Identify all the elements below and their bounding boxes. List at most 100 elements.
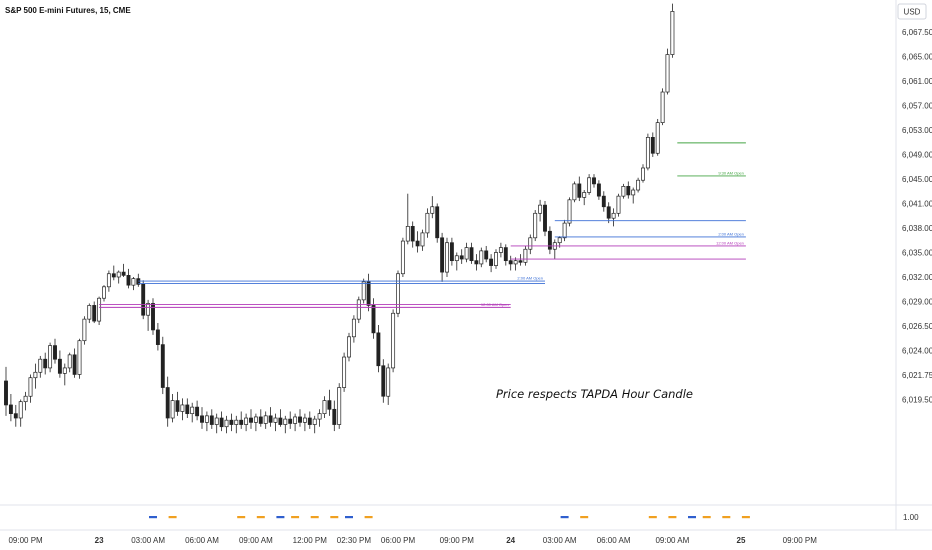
candle[interactable] [8, 394, 13, 422]
candle[interactable] [327, 389, 332, 416]
candle[interactable] [200, 407, 204, 429]
candle[interactable] [268, 407, 273, 427]
candle[interactable] [572, 181, 577, 203]
candle[interactable] [606, 202, 611, 224]
candle[interactable] [18, 399, 23, 427]
candle[interactable] [547, 226, 552, 255]
candle[interactable] [665, 48, 670, 95]
candle[interactable] [298, 409, 302, 427]
candle[interactable] [376, 325, 381, 373]
candle[interactable] [356, 296, 361, 324]
candle[interactable] [641, 164, 645, 183]
candle[interactable] [57, 350, 62, 378]
candle[interactable] [650, 132, 655, 157]
candle[interactable] [258, 409, 263, 427]
candle[interactable] [391, 309, 396, 373]
candle[interactable] [631, 187, 636, 204]
candle[interactable] [474, 254, 479, 271]
candle[interactable] [592, 174, 596, 188]
candle[interactable] [655, 118, 660, 156]
candle[interactable] [562, 219, 567, 242]
candle[interactable] [371, 298, 376, 339]
candle[interactable] [170, 394, 175, 423]
candle[interactable] [410, 221, 415, 248]
candle[interactable] [43, 352, 48, 375]
candle[interactable] [126, 268, 131, 289]
candle[interactable] [4, 366, 8, 416]
candle[interactable] [459, 249, 464, 264]
candle[interactable] [175, 391, 180, 416]
candle[interactable] [582, 190, 587, 206]
candle[interactable] [288, 411, 293, 429]
candle[interactable] [386, 363, 391, 405]
candle[interactable] [543, 201, 547, 237]
candle[interactable] [513, 257, 518, 271]
candle[interactable] [322, 396, 327, 419]
candle[interactable] [538, 199, 543, 222]
price-axis[interactable]: 6,067.50 6,065.00 6,061.00 6,057.00 6,053.00… [902, 28, 932, 405]
candle[interactable] [621, 183, 626, 199]
candle[interactable] [116, 270, 121, 284]
candle[interactable] [273, 413, 278, 432]
candle[interactable] [479, 247, 484, 268]
candle[interactable] [489, 254, 494, 273]
candle[interactable] [670, 3, 675, 58]
candle[interactable] [214, 413, 219, 434]
candle[interactable] [302, 413, 307, 432]
candle[interactable] [155, 323, 160, 351]
candle[interactable] [449, 237, 454, 266]
candle[interactable] [106, 270, 111, 292]
candle[interactable] [146, 299, 151, 331]
candle[interactable] [601, 191, 606, 212]
candle[interactable] [239, 411, 244, 429]
candle[interactable] [111, 265, 116, 281]
candle[interactable] [445, 237, 449, 277]
candle[interactable] [361, 278, 366, 304]
candle[interactable] [23, 391, 28, 411]
candle[interactable] [195, 400, 200, 421]
candle[interactable] [62, 363, 67, 386]
candle[interactable] [131, 277, 136, 291]
candle[interactable] [33, 363, 38, 389]
candle[interactable] [337, 383, 342, 429]
candle[interactable] [102, 285, 106, 302]
candle[interactable] [13, 404, 18, 427]
candle[interactable] [121, 263, 126, 277]
candle[interactable] [53, 338, 57, 364]
candle[interactable] [660, 88, 665, 126]
candle[interactable] [567, 197, 572, 227]
candle[interactable] [420, 229, 425, 251]
candle[interactable] [587, 174, 592, 195]
candle[interactable] [307, 411, 312, 429]
candle[interactable] [523, 245, 528, 266]
candle[interactable] [87, 303, 92, 324]
candle[interactable] [263, 411, 268, 429]
candle[interactable] [160, 336, 165, 395]
candle[interactable] [425, 208, 430, 238]
candle[interactable] [405, 193, 410, 245]
candle[interactable] [645, 133, 650, 171]
candle[interactable] [381, 359, 386, 403]
candle[interactable] [92, 301, 97, 324]
candle[interactable] [469, 242, 474, 264]
candle[interactable] [577, 176, 582, 202]
candle[interactable] [396, 270, 400, 318]
candle[interactable] [626, 181, 631, 199]
candle[interactable] [494, 249, 498, 269]
candle[interactable] [180, 398, 185, 421]
candle[interactable] [435, 203, 440, 243]
candle[interactable] [415, 231, 420, 253]
candle[interactable] [464, 242, 469, 263]
candle[interactable] [253, 413, 258, 432]
candle[interactable] [528, 234, 533, 255]
candle[interactable] [219, 411, 224, 432]
candle[interactable] [77, 338, 82, 379]
candle[interactable] [38, 355, 43, 378]
currency-button[interactable]: USD [897, 3, 927, 20]
candle[interactable] [165, 376, 170, 427]
candle[interactable] [141, 280, 146, 320]
candle[interactable] [430, 196, 435, 219]
candle[interactable] [204, 411, 209, 432]
candle[interactable] [224, 415, 229, 434]
candle[interactable] [249, 409, 253, 429]
